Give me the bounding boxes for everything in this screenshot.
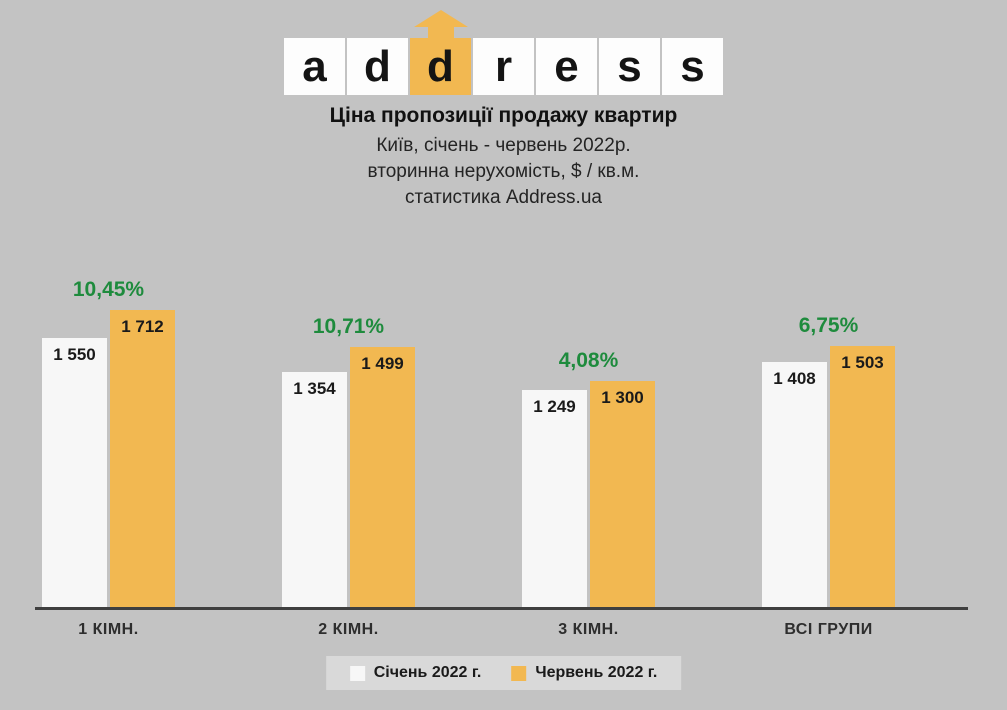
logo-letter: d <box>347 38 408 95</box>
bar-june: 1 503 <box>830 346 895 607</box>
bar-january: 1 408 <box>762 362 827 607</box>
subtitle-line: статистика Address.ua <box>405 187 602 208</box>
subtitle-line: вторинна нерухомість, $ / кв.м. <box>367 161 640 182</box>
logo-letter: s <box>662 38 723 95</box>
category-label: 3 КІМН. <box>558 621 619 638</box>
up-arrow-icon <box>413 10 468 38</box>
bar-january: 1 550 <box>42 338 107 607</box>
category-label: ВСІ ГРУПИ <box>784 621 873 638</box>
bar-value-label: 1 300 <box>601 388 644 407</box>
bar-group: 1 354 1 499 10,71% 2 КІМН. <box>282 303 415 638</box>
legend-item: Червень 2022 г. <box>511 664 657 682</box>
bar-value-label: 1 550 <box>53 345 96 364</box>
x-axis-line <box>35 607 968 610</box>
percent-change-label: 10,71% <box>312 315 385 338</box>
bar-group: 1 550 1 712 10,45% 1 КІМН. <box>42 278 175 638</box>
legend-swatch <box>511 665 527 681</box>
bar-value-label: 1 354 <box>293 379 336 398</box>
percent-change-label: 6,75% <box>798 314 859 337</box>
bar-value-label: 1 408 <box>773 369 816 388</box>
logo-letter: a <box>284 38 345 95</box>
percent-change-label: 4,08% <box>558 349 619 372</box>
legend: Січень 2022 г. Червень 2022 г. <box>325 656 682 690</box>
chart-header: Ціна пропозиції продажу квартир Київ, сі… <box>0 104 1007 211</box>
legend-swatch <box>349 665 365 681</box>
bar-june: 1 712 <box>110 310 175 607</box>
bar-value-label: 1 249 <box>533 397 576 416</box>
category-label: 2 КІМН. <box>318 621 379 638</box>
percent-change-label: 10,45% <box>72 278 145 301</box>
subtitle-line: Київ, січень - червень 2022р. <box>376 135 631 156</box>
category-label: 1 КІМН. <box>78 621 139 638</box>
bar-group: 1 408 1 503 6,75% ВСІ ГРУПИ <box>762 303 895 638</box>
logo-letter: e <box>536 38 597 95</box>
legend-label: Червень 2022 г. <box>535 664 658 681</box>
legend-item: Січень 2022 г. <box>349 664 482 682</box>
bar-value-label: 1 499 <box>361 354 404 373</box>
bar-value-label: 1 503 <box>841 353 884 372</box>
bar-january: 1 249 <box>522 390 587 607</box>
bar-june: 1 499 <box>350 347 415 607</box>
plot-area: 1 550 1 712 10,45% 1 КІМН. 1 354 1 499 10,71% 2… <box>35 278 968 638</box>
logo-letter: r <box>473 38 534 95</box>
logo-letter: d <box>410 10 471 95</box>
bar-group: 1 249 1 300 4,08% 3 КІМН. <box>522 303 655 638</box>
bar-january: 1 354 <box>282 372 347 607</box>
bar-value-label: 1 712 <box>121 317 164 336</box>
bar-june: 1 300 <box>590 381 655 607</box>
logo-letter: s <box>599 38 660 95</box>
chart-title: Ціна пропозиції продажу квартир <box>329 104 678 127</box>
legend-label: Січень 2022 г. <box>373 664 482 681</box>
